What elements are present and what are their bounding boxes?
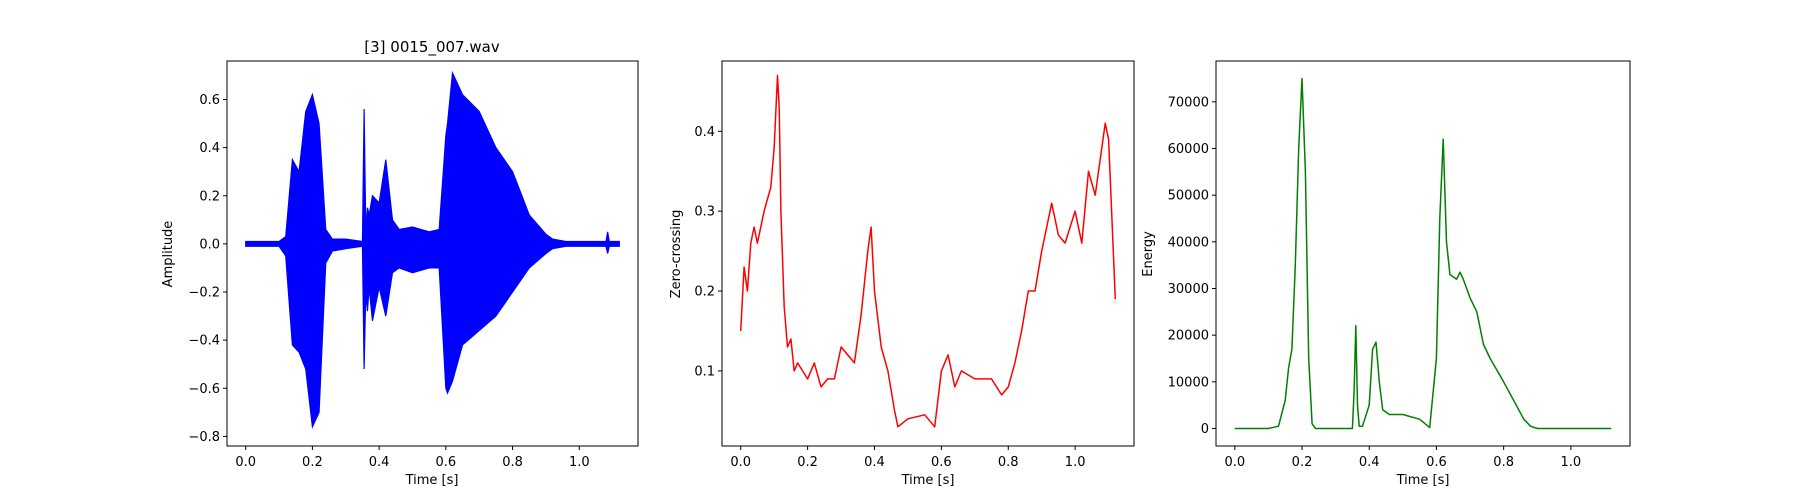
panel-2-ylabel: Zero-crossing [669,210,684,299]
amplitude-plot-area: 0.0 0.2 0.4 0.6 0.8 1.0 −0.8 −0.6 −0.4 −0.2 0.0 0.2… [188,60,639,470]
zero-crossing-plot-area: 0.0 0.2 0.4 0.6 0.8 1.0 0.1 0.2 0.3 0.4 [694,60,1135,470]
y-tick-label: 0 [1201,422,1209,437]
x-tick-label: 0.4 [864,455,885,470]
amplitude-waveform [245,70,620,429]
x-tick-label: 0.2 [1292,455,1313,470]
x-tick-label: 0.0 [730,455,751,470]
x-tick-label: 1.0 [1561,455,1582,470]
x-tick-label: 1.0 [1065,455,1086,470]
x-tick-label: 0.2 [302,455,323,470]
x-tick-label: 0.0 [235,455,256,470]
y-tick-label: 50000 [1168,189,1209,204]
y-tick-label: 40000 [1168,235,1209,250]
panel-2-xlabel: Time [s] [901,473,955,488]
plot-frame [1215,60,1631,447]
x-tick-label: 0.8 [998,455,1019,470]
x-tick-label: 1.0 [569,455,590,470]
y-tick-label: 0.2 [694,285,715,300]
y-tick-label: 70000 [1168,95,1209,110]
x-tick-label: 0.8 [502,455,523,470]
y-tick-label: 0.2 [199,189,220,204]
y-tick-label: 0.4 [199,141,220,156]
x-tick-label: 0.6 [931,455,952,470]
y-tick-label: 0.3 [694,205,715,220]
plot-frame [226,60,639,447]
y-tick-label: 0.0 [199,237,220,252]
y-tick-label: 0.4 [694,125,715,140]
panel-1-ylabel: Amplitude [161,221,176,288]
x-tick-label: 0.2 [797,455,818,470]
x-tick-label: 0.4 [1359,455,1380,470]
y-tick-label: −0.6 [188,382,220,397]
y-tick-label: 20000 [1168,329,1209,344]
panel-3-xlabel: Time [s] [1396,473,1450,488]
energy-plot-area: 0.0 0.2 0.4 0.6 0.8 1.0 0 10000 20000 30000 40000 5… [1168,60,1631,470]
y-tick-label: 30000 [1168,282,1209,297]
y-tick-label: 0.6 [199,93,220,108]
y-tick-label: 60000 [1168,142,1209,157]
x-tick-label: 0.0 [1224,455,1245,470]
energy-panel: 0.0 0.2 0.4 0.6 0.8 1.0 0 10000 20000 30000 40000 5… [1141,60,1631,488]
y-tick-label: 0.1 [694,364,715,379]
x-tick-label: 0.6 [1426,455,1447,470]
x-tick-label: 0.8 [1493,455,1514,470]
panel-3-ylabel: Energy [1141,231,1156,277]
panel-1-xlabel: Time [s] [405,473,459,488]
y-tick-label: −0.2 [188,286,220,301]
zero-crossing-panel: 0.0 0.2 0.4 0.6 0.8 1.00.10.20.30.4 Time [s] … [669,60,1135,488]
amplitude-panel: [3] 0015_007.wav 0.0 0.2 0.4 0.6 0.8 1.0 −0.8 −… [161,38,639,488]
y-tick-label: 10000 [1168,375,1209,390]
panel-1-title: [3] 0015_007.wav [364,38,500,57]
series-line-3 [1234,77,1612,430]
plot-frame [721,60,1135,447]
x-tick-label: 0.6 [436,455,457,470]
y-tick-label: −0.8 [188,430,220,445]
y-tick-label: −0.4 [188,334,220,349]
x-tick-label: 0.4 [369,455,390,470]
series-line-2 [739,74,1117,428]
